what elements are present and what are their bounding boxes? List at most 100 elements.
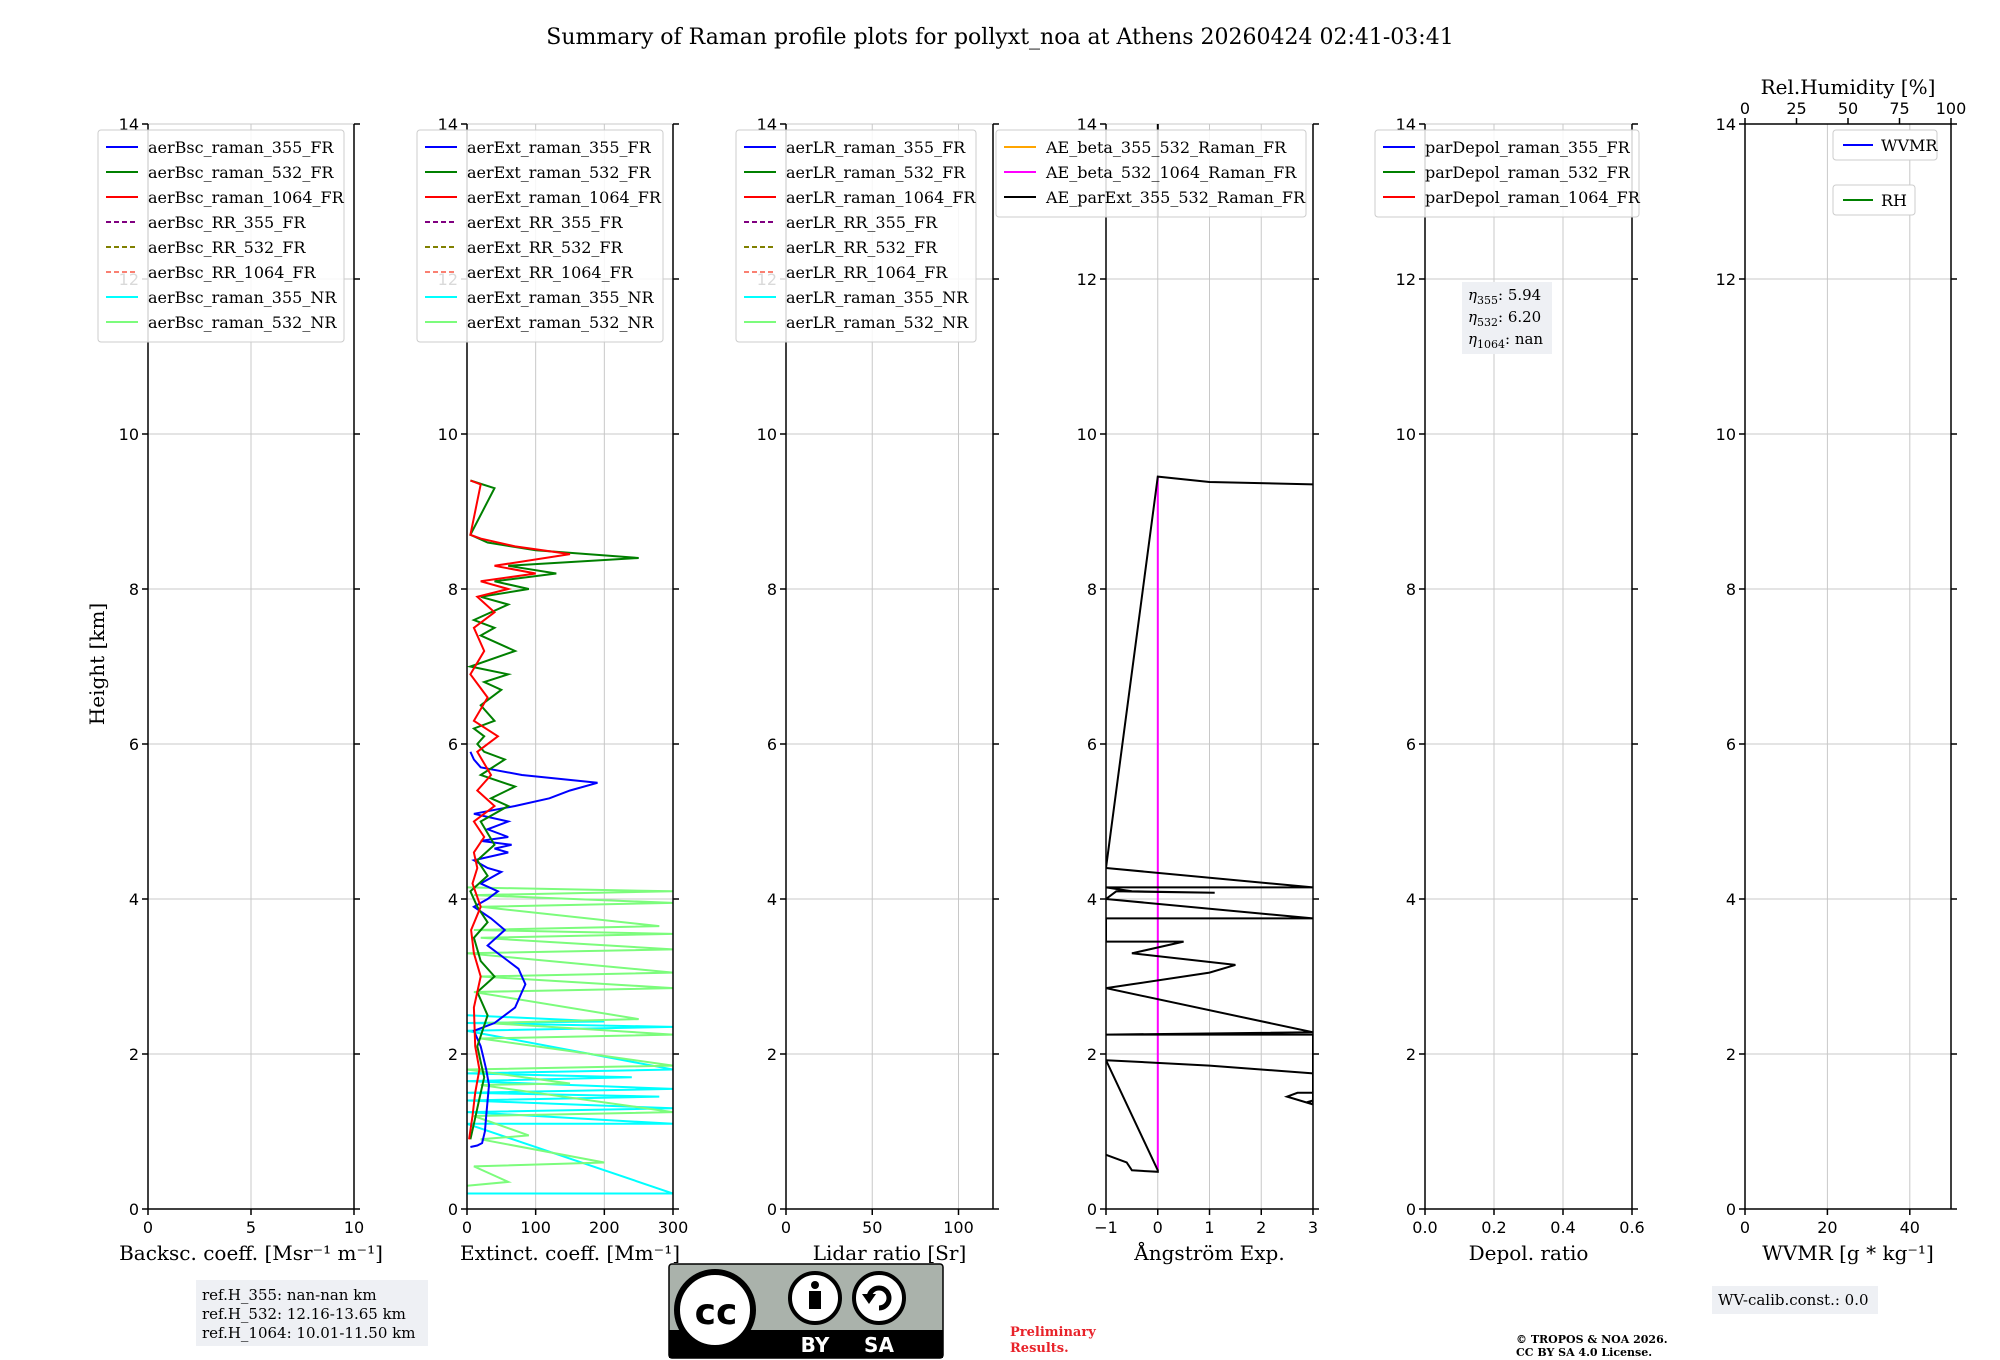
ytick-label: 8 (767, 580, 777, 599)
xtick-label: 50 (862, 1218, 882, 1237)
legend-label: aerLR_raman_532_NR (786, 313, 969, 332)
ytick-label: 10 (438, 425, 458, 444)
legend-wv: WVMR RH (1832, 129, 1938, 216)
wv-calib-text: WV-calib.const.: 0.0 (1718, 1291, 1869, 1309)
legend-label: aerLR_RR_1064_FR (786, 263, 948, 282)
cc-by-sa-icon: cc BY SA (668, 1263, 944, 1359)
legend-label: WVMR (1881, 136, 1938, 155)
series-aerExt_raman_355_NR (467, 1014, 673, 1195)
xtick-label: 200 (589, 1218, 620, 1237)
ytick-label: 8 (448, 580, 458, 599)
xtick-label: 1 (1204, 1218, 1214, 1237)
ytick-label: 12 (1716, 270, 1736, 289)
xtick-label: 0.4 (1550, 1218, 1575, 1237)
xtick-label: 0 (462, 1218, 472, 1237)
xaxis-label: WVMR [g * kg⁻¹] (1762, 1241, 1934, 1265)
legend-label: aerLR_RR_355_FR (786, 213, 938, 232)
legend-box (1374, 129, 1640, 218)
xtick-label: 0.0 (1412, 1218, 1437, 1237)
ytick-label: 2 (1726, 1045, 1736, 1064)
figure-title: Summary of Raman profile plots for polly… (546, 25, 1453, 50)
cc-by-label: BY (801, 1333, 830, 1357)
top-xtick-label: 0 (1740, 99, 1750, 118)
ytick-label: 8 (1406, 580, 1416, 599)
ref-height-532: ref.H_532: 12.16-13.65 km (202, 1305, 406, 1323)
ytick-label: 8 (1087, 580, 1097, 599)
legend-label: aerExt_RR_355_FR (467, 213, 624, 232)
ref-height-box: ref.H_355: nan-nan km ref.H_532: 12.16-1… (196, 1280, 428, 1346)
legend-label: aerBsc_raman_1064_FR (148, 188, 345, 207)
ytick-label: 4 (1726, 890, 1736, 909)
eta-line: η355: 5.94 (1468, 286, 1541, 307)
ytick-label: 10 (757, 425, 777, 444)
legend-label: parDepol_raman_355_FR (1425, 138, 1631, 157)
xtick-label: 300 (658, 1218, 689, 1237)
xtick-label: −1 (1094, 1218, 1118, 1237)
xtick-label: 0 (781, 1218, 791, 1237)
ref-height-355: ref.H_355: nan-nan km (202, 1286, 377, 1304)
legend-box (995, 129, 1307, 218)
ytick-label: 8 (1726, 580, 1736, 599)
panel-ext: 024681012140100200300Extinct. coeff. [Mm… (416, 115, 689, 1265)
legend-box (416, 129, 664, 343)
ytick-label: 6 (1087, 735, 1097, 754)
xtick-label: 0.2 (1481, 1218, 1506, 1237)
top-xtick-label: 100 (1936, 99, 1967, 118)
legend-label: AE_beta_532_1064_Raman_FR (1045, 163, 1297, 182)
ref-height-1064: ref.H_1064: 10.01-11.50 km (202, 1324, 415, 1342)
xtick-label: 100 (520, 1218, 551, 1237)
ytick-label: 6 (767, 735, 777, 754)
xtick-label: 0 (1740, 1218, 1750, 1237)
xaxis-label: Backsc. coeff. [Msr⁻¹ m⁻¹] (119, 1241, 383, 1265)
legend-label: aerBsc_raman_532_FR (148, 163, 334, 182)
xtick-label: 10 (344, 1218, 364, 1237)
copyright-line-2: CC BY SA 4.0 License. (1516, 1346, 1652, 1359)
xtick-label: 0.6 (1619, 1218, 1644, 1237)
ytick-label: 10 (1077, 425, 1097, 444)
ytick-label: 2 (767, 1045, 777, 1064)
legend-box (735, 129, 977, 343)
legend-box (97, 129, 345, 343)
panel-depol: 0 2 4 6 8 10 12 14 0.0 0.2 0.4 0.6 Depol. ratio parDe… (1374, 115, 1645, 1265)
ytick-label: 8 (129, 580, 139, 599)
xtick-label: 0 (143, 1218, 153, 1237)
xaxis-label: Depol. ratio (1469, 1241, 1589, 1265)
ytick-label: 2 (448, 1045, 458, 1064)
legend-lr: aerLR_raman_355_FR aerLR_raman_532_FR aerL… (735, 129, 977, 343)
copyright-line-1: © TROPOS & NOA 2026. (1516, 1333, 1668, 1346)
top-xtick-label: 75 (1889, 99, 1909, 118)
ytick-label: 0 (129, 1200, 139, 1219)
ytick-label: 0 (1726, 1200, 1736, 1219)
panels: 024681012140510Backsc. coeff. [Msr⁻¹ m⁻¹… (97, 75, 1967, 1265)
ytick-label: 12 (1077, 270, 1097, 289)
series-aerExt_raman_532_NR (467, 886, 673, 1187)
legend-box (1832, 129, 1938, 161)
legend-bsc: aerBsc_raman_355_FR aerBsc_raman_532_FRae… (97, 129, 345, 343)
series-aerExt_raman_355_FR (469, 751, 598, 1148)
ytick-label: 6 (1726, 735, 1736, 754)
legend-label: RH (1881, 191, 1907, 210)
legend-label: AE_parExt_355_532_Raman_FR (1045, 188, 1306, 207)
xaxis-label: Extinct. coeff. [Mm⁻¹] (460, 1241, 680, 1265)
legend-label: parDepol_raman_532_FR (1425, 163, 1631, 182)
ytick-label: 14 (119, 115, 139, 134)
eta-line: η1064: nan (1468, 330, 1543, 351)
ytick-label: 14 (757, 115, 777, 134)
ytick-label: 12 (1396, 270, 1416, 289)
legend-label: aerBsc_RR_532_FR (148, 238, 306, 257)
ytick-label: 10 (1396, 425, 1416, 444)
legend-label: AE_beta_355_532_Raman_FR (1045, 138, 1287, 157)
cc-sa-label: SA (864, 1333, 894, 1357)
xtick-label: 100 (943, 1218, 974, 1237)
legend-label: parDepol_raman_1064_FR (1425, 188, 1641, 207)
legend-label: aerExt_RR_1064_FR (467, 263, 634, 282)
ytick-label: 2 (129, 1045, 139, 1064)
ytick-label: 14 (1396, 115, 1416, 134)
preliminary-label-2: Results. (1010, 1341, 1069, 1356)
xtick-label: 3 (1308, 1218, 1318, 1237)
ytick-label: 6 (129, 735, 139, 754)
legend-label: aerExt_raman_532_NR (467, 313, 655, 332)
